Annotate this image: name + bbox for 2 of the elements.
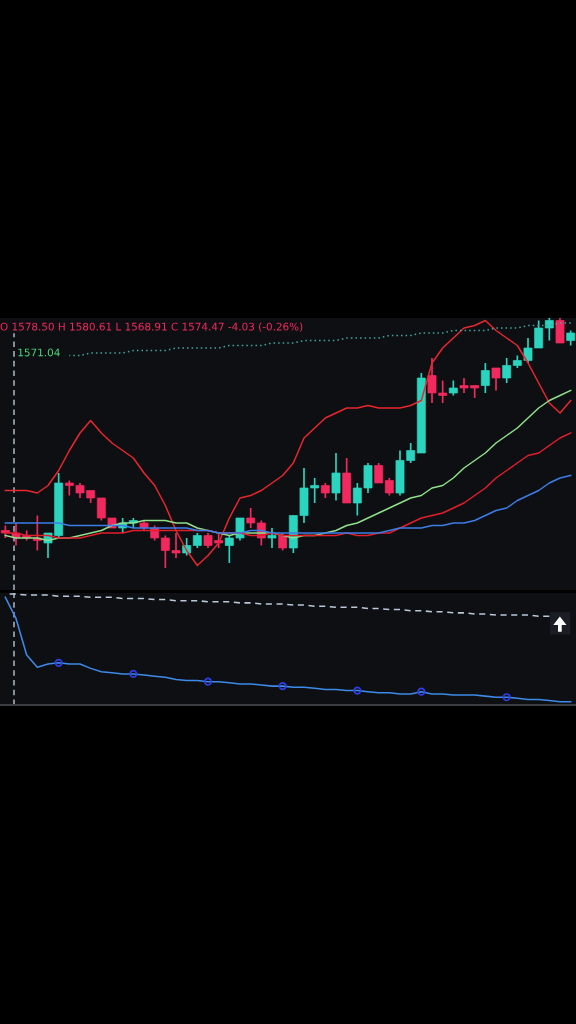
annotation: O 1578.50 H 1580.61 L 1568.91 C 1574.47 -4.03 (-0.26%)	[0, 322, 303, 332]
annotation: 1571.04	[18, 348, 60, 357]
